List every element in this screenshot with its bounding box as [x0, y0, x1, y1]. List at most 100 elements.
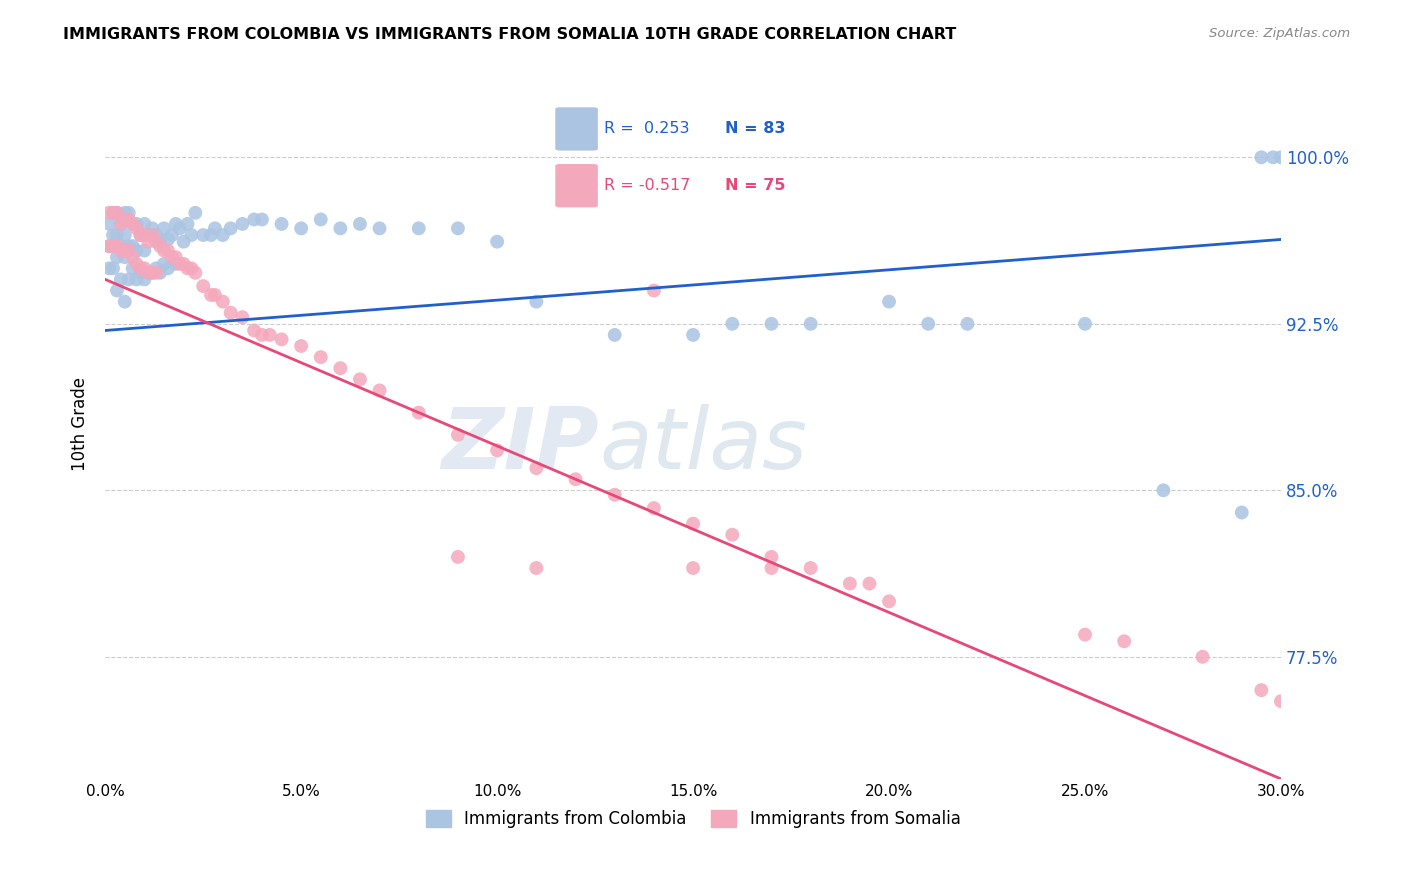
Point — [110, 239, 132, 253]
Point — [105, 227, 128, 242]
Point — [250, 327, 273, 342]
Point — [603, 488, 626, 502]
Point — [101, 206, 124, 220]
Point — [184, 266, 207, 280]
Point — [1074, 627, 1097, 641]
Point — [121, 261, 143, 276]
Point — [145, 266, 167, 280]
Point — [800, 561, 823, 575]
Point — [180, 227, 202, 242]
Point — [105, 250, 128, 264]
Point — [105, 284, 128, 298]
Point — [184, 206, 207, 220]
Point — [101, 261, 124, 276]
Point — [643, 284, 665, 298]
Point — [134, 261, 156, 276]
Point — [193, 279, 215, 293]
Point — [101, 206, 124, 220]
Point — [761, 317, 783, 331]
Point — [156, 244, 179, 258]
Point — [145, 235, 167, 249]
Point — [165, 217, 187, 231]
Point — [309, 212, 332, 227]
Text: ZIP: ZIP — [441, 403, 599, 486]
Point — [114, 244, 136, 258]
Point — [169, 257, 191, 271]
Point — [125, 244, 148, 258]
Point — [721, 317, 744, 331]
Point — [524, 461, 547, 475]
Point — [114, 227, 136, 242]
Point — [149, 239, 172, 253]
Point — [134, 272, 156, 286]
Point — [564, 472, 586, 486]
Point — [121, 217, 143, 231]
Point — [200, 288, 222, 302]
Point — [165, 250, 187, 264]
Point — [682, 561, 704, 575]
Point — [1261, 150, 1284, 164]
Point — [176, 217, 198, 231]
Point — [956, 317, 979, 331]
Point — [211, 294, 233, 309]
Point — [290, 339, 312, 353]
Point — [682, 516, 704, 531]
Point — [329, 361, 352, 376]
Point — [408, 221, 430, 235]
Text: atlas: atlas — [599, 403, 807, 486]
Point — [153, 221, 176, 235]
Point — [136, 227, 159, 242]
Point — [1270, 694, 1292, 708]
Point — [761, 561, 783, 575]
Point — [173, 235, 195, 249]
Point — [153, 257, 176, 271]
Point — [101, 227, 124, 242]
Point — [349, 372, 371, 386]
Point — [118, 239, 141, 253]
Point — [101, 239, 124, 253]
Point — [141, 266, 163, 280]
Point — [118, 206, 141, 220]
Point — [141, 227, 163, 242]
Point — [98, 261, 121, 276]
Point — [721, 527, 744, 541]
Point — [156, 261, 179, 276]
Point — [125, 272, 148, 286]
Point — [114, 206, 136, 220]
Point — [917, 317, 939, 331]
Point — [447, 221, 470, 235]
Point — [1250, 683, 1272, 698]
Point — [447, 427, 470, 442]
Point — [1152, 483, 1174, 498]
Point — [290, 221, 312, 235]
Point — [243, 323, 266, 337]
Point — [486, 235, 509, 249]
Point — [877, 594, 900, 608]
Point — [141, 221, 163, 235]
Point — [838, 576, 860, 591]
Point — [114, 250, 136, 264]
Point — [259, 327, 281, 342]
Point — [858, 576, 880, 591]
Point — [125, 217, 148, 231]
Point — [204, 221, 226, 235]
Point — [204, 288, 226, 302]
Text: Source: ZipAtlas.com: Source: ZipAtlas.com — [1209, 27, 1350, 40]
Point — [105, 239, 128, 253]
Point — [243, 212, 266, 227]
Point — [134, 217, 156, 231]
Point — [114, 294, 136, 309]
Point — [250, 212, 273, 227]
Point — [524, 561, 547, 575]
Point — [129, 227, 152, 242]
Point — [118, 212, 141, 227]
Point — [121, 239, 143, 253]
Point — [173, 257, 195, 271]
Point — [1191, 649, 1213, 664]
Point — [309, 350, 332, 364]
Point — [136, 235, 159, 249]
Point — [682, 327, 704, 342]
Point — [368, 221, 391, 235]
Point — [110, 244, 132, 258]
Point — [1114, 634, 1136, 648]
